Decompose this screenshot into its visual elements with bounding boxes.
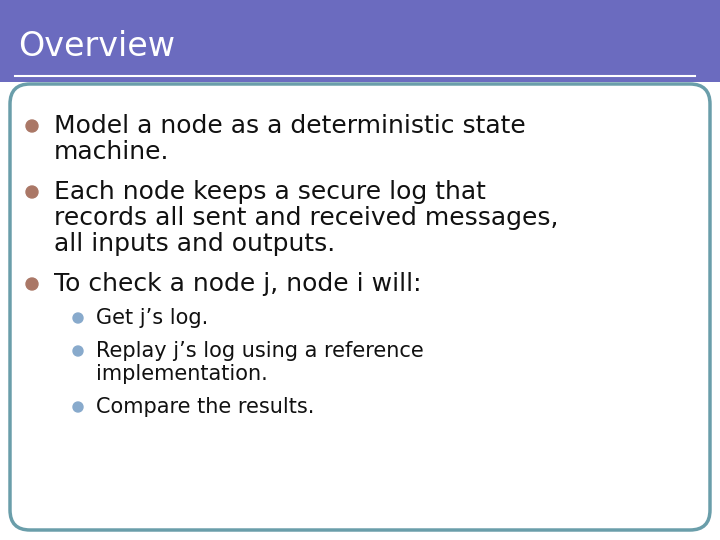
Text: Replay j’s log using a reference: Replay j’s log using a reference xyxy=(96,341,424,361)
Text: Get j’s log.: Get j’s log. xyxy=(96,308,208,328)
Circle shape xyxy=(26,186,38,198)
Circle shape xyxy=(73,402,83,412)
Text: Overview: Overview xyxy=(18,30,175,63)
Text: records all sent and received messages,: records all sent and received messages, xyxy=(54,206,559,230)
Circle shape xyxy=(26,120,38,132)
Text: Each node keeps a secure log that: Each node keeps a secure log that xyxy=(54,180,486,204)
Text: To check a node j, node i will:: To check a node j, node i will: xyxy=(54,272,421,296)
Text: implementation.: implementation. xyxy=(96,364,268,384)
Text: machine.: machine. xyxy=(54,140,169,164)
FancyBboxPatch shape xyxy=(0,0,720,82)
Text: all inputs and outputs.: all inputs and outputs. xyxy=(54,232,336,256)
Text: Model a node as a deterministic state: Model a node as a deterministic state xyxy=(54,114,526,138)
Circle shape xyxy=(26,278,38,290)
Circle shape xyxy=(73,346,83,356)
Circle shape xyxy=(73,313,83,323)
FancyBboxPatch shape xyxy=(10,84,710,530)
Text: Compare the results.: Compare the results. xyxy=(96,397,315,417)
